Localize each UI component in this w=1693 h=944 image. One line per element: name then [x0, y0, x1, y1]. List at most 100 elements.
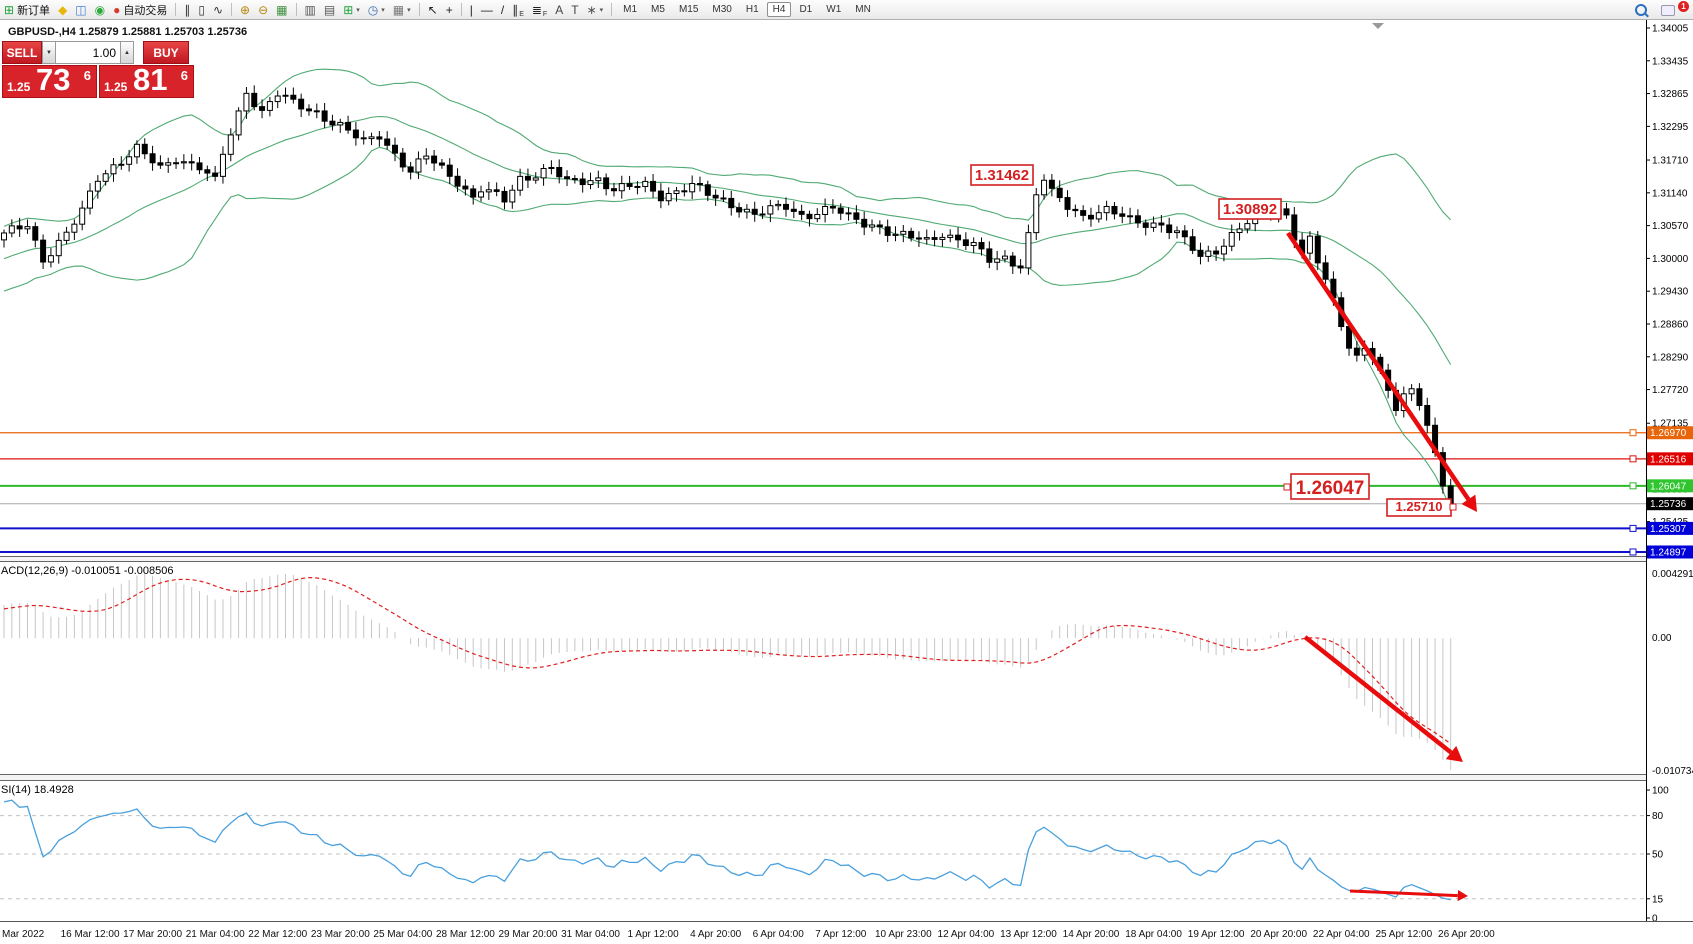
trend-arrows[interactable]: [1286, 231, 1477, 902]
axis-price-label: [1647, 521, 1693, 535]
volume-decrease-button[interactable]: ▼: [42, 41, 56, 64]
time-label: 22 Apr 04:00: [1313, 929, 1370, 940]
cursor-tool-icon: ↖: [427, 2, 438, 17]
annotation-text: 1.25710: [1396, 499, 1443, 514]
svg-text:80: 80: [1652, 811, 1664, 822]
add-indicator-button[interactable]: ⊞ ▾: [339, 1, 364, 18]
time-label: 21 Mar 04:00: [186, 929, 245, 940]
time-label: 28 Mar 12:00: [436, 929, 495, 940]
svg-text:1.31140: 1.31140: [1652, 188, 1688, 199]
timeframe-m15-button[interactable]: M15: [678, 4, 699, 15]
rsi-label: SI(14) 18.4928: [1, 784, 74, 796]
macd-label: ACD(12,26,9) -0.010051 -0.008506: [1, 565, 174, 577]
timeframe-h4-button[interactable]: H4: [766, 2, 792, 17]
line-chart-mode-icon: ∿: [212, 2, 224, 17]
chart-template-button[interactable]: ▦ ▾: [389, 1, 415, 18]
buy-price-display[interactable]: 1.25 81 6: [99, 62, 194, 98]
equidistant-channel-tool-button[interactable]: ∥ E: [508, 1, 528, 19]
timeframe-m1-button[interactable]: M1: [623, 4, 638, 15]
time-label: 16 Mar 12:00: [61, 929, 120, 940]
text-label-tool-button[interactable]: T: [567, 1, 582, 18]
buy-button[interactable]: BUY: [143, 41, 189, 64]
data-window-button[interactable]: ▥: [301, 1, 320, 18]
fibonacci-tool-sub-label: F: [542, 11, 548, 18]
toolbar-separator: [295, 3, 297, 16]
navigator-button[interactable]: ▤: [320, 1, 339, 18]
candlestick-series[interactable]: [1, 85, 1454, 506]
timeframe-m30-button[interactable]: M30: [712, 4, 732, 15]
line-chart-mode-button[interactable]: ∿: [209, 1, 227, 18]
vertical-line-tool-icon: |: [469, 2, 473, 17]
sell-price-display[interactable]: 1.25 73 6: [2, 62, 97, 98]
timeframe-mn-button[interactable]: MN: [855, 4, 871, 15]
candlestick-mode-button[interactable]: ▯: [194, 1, 209, 18]
fibonacci-tool-button[interactable]: ≣ F: [528, 1, 551, 19]
text-label-tool-icon: T: [571, 2, 579, 17]
toolbar-separator: [460, 3, 462, 16]
chart-windows-button[interactable]: ◫: [71, 1, 90, 18]
auto-trading-button[interactable]: ● 自动交易: [109, 1, 171, 18]
period-selector-button[interactable]: ◷ ▾: [364, 1, 389, 18]
horizontal-line-tool-button[interactable]: —: [477, 1, 497, 18]
macd-panel: [3, 574, 1452, 770]
cursor-tool-button[interactable]: ↖: [424, 1, 442, 18]
search-button[interactable]: [1631, 1, 1651, 18]
time-label: 10 Apr 23:00: [875, 929, 932, 940]
new-order-button[interactable]: ⊞ 新订单: [0, 1, 54, 18]
signal-service-button[interactable]: ◉: [91, 1, 109, 18]
annotation-text: 1.30892: [1223, 201, 1277, 218]
annotation-box[interactable]: [1218, 198, 1282, 220]
svg-text:1.26516: 1.26516: [1650, 454, 1687, 465]
vertical-line-tool-button[interactable]: |: [466, 1, 477, 18]
volume-input[interactable]: [56, 41, 120, 64]
auto-trading-label: 自动交易: [123, 4, 168, 17]
crosshair-tool-button[interactable]: +: [442, 1, 457, 18]
bar-chart-mode-icon: ∥: [184, 2, 191, 17]
chart-template-dropdown-icon: ▾: [407, 6, 411, 14]
axis-price-label: [1647, 452, 1693, 466]
svg-text:0: 0: [1652, 914, 1658, 925]
annotation-text: 1.31462: [975, 167, 1029, 184]
svg-text:15: 15: [1652, 894, 1664, 905]
timeframe-h1-button[interactable]: H1: [745, 4, 759, 15]
buy-price-big: 81: [133, 62, 168, 97]
chart-symbol-title: GBPUSD-,H4 1.25879 1.25881 1.25703 1.257…: [8, 26, 248, 38]
time-label: Mar 2022: [2, 929, 45, 940]
svg-text:50: 50: [1652, 850, 1664, 861]
buy-price-pip: 6: [180, 68, 188, 83]
zoom-out-button[interactable]: ⊖: [254, 1, 272, 18]
tile-windows-icon: ▦: [276, 2, 288, 17]
timeframe-w1-button[interactable]: W1: [826, 4, 842, 15]
zoom-in-button[interactable]: ⊕: [236, 1, 254, 18]
annotation-box[interactable]: [970, 164, 1034, 186]
bar-chart-mode-button[interactable]: ∥: [180, 1, 194, 18]
period-selector-dropdown-icon: ▾: [381, 6, 385, 14]
annotation-box[interactable]: [1290, 473, 1370, 500]
sell-price-small: 1.25: [7, 80, 31, 94]
support-resistance-lines[interactable]: [0, 429, 1646, 556]
axis-price-label: [1647, 426, 1693, 440]
timeframe-m5-button[interactable]: M5: [651, 4, 665, 15]
trendline-tool-button[interactable]: /: [497, 1, 508, 18]
text-tool-button[interactable]: A: [551, 1, 567, 18]
main-toolbar: ⊞ 新订单 ◆ ◫ ◉ ● 自动交易 ∥ ▯ ∿ ⊕ ⊖ ▦ ▥ ▤ ⊞ ▾ ◷ ▾ ▦ ▾ ↖ + | — / ∥ E ≣ F A T ∗ ▾ …: [0, 0, 1693, 20]
tile-windows-button[interactable]: ▦: [272, 1, 291, 18]
panel-separators: [0, 556, 1693, 781]
trendline-tool-icon: /: [500, 2, 505, 17]
price-annotations[interactable]: 1.31462 1.30892 1.26047 1.25710: [970, 164, 1457, 517]
highlighter-button[interactable]: ◆: [54, 1, 71, 18]
price-axis[interactable]: 1.34005 1.33435 1.32865 1.32295 1.31710 1.311…: [1646, 20, 1693, 944]
time-label: 29 Mar 20:00: [499, 929, 558, 940]
notifications-button[interactable]: 1: [1661, 0, 1689, 17]
time-axis[interactable]: Mar 2022 16 Mar 12:00 17 Mar 20:00 21 Mar 0…: [0, 921, 1693, 941]
volume-increase-button[interactable]: ▲: [120, 41, 134, 64]
chart-template-icon: ▦: [392, 2, 405, 17]
bar-shift-marker-icon[interactable]: [1372, 23, 1384, 29]
arrows-tool-button[interactable]: ∗ ▾: [583, 1, 608, 18]
zoom-out-icon: ⊖: [258, 2, 269, 17]
timeframe-d1-button[interactable]: D1: [799, 4, 813, 15]
toolbar-separator: [611, 3, 613, 16]
sell-button[interactable]: SELL: [2, 41, 42, 64]
add-indicator-icon: ⊞: [343, 2, 354, 17]
